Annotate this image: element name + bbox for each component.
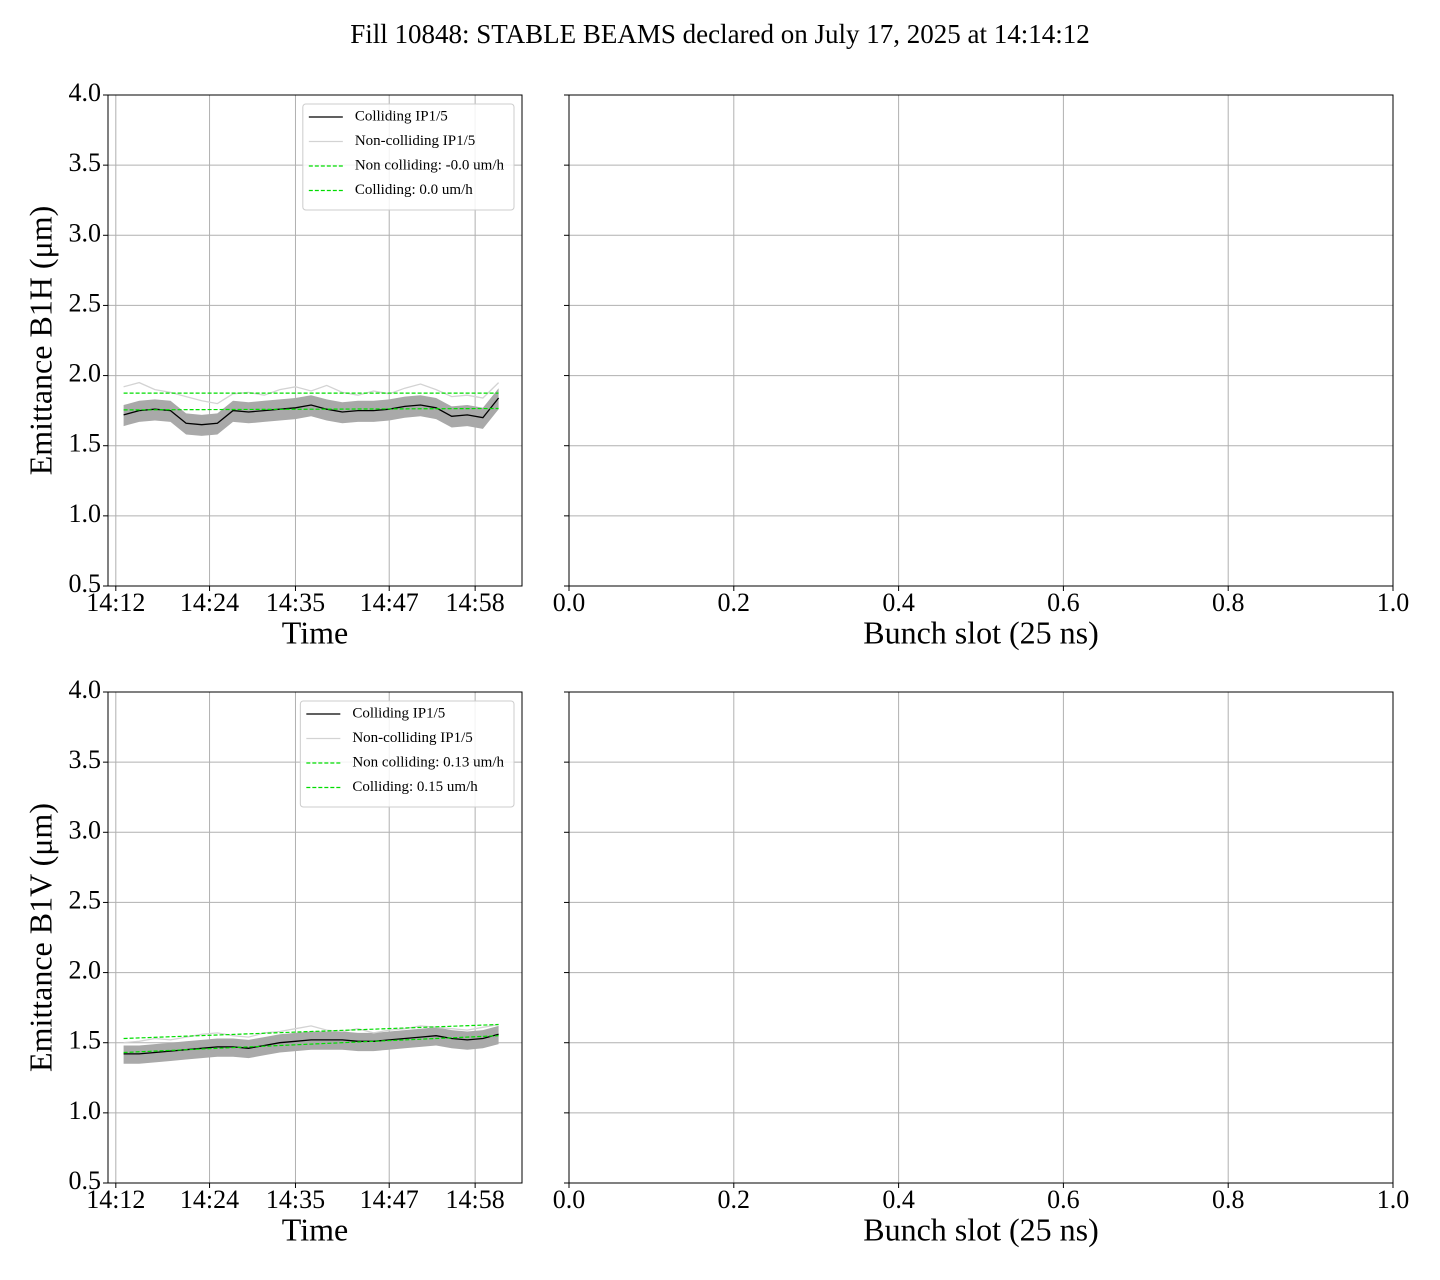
x-tick-label: 0.2 (718, 1185, 751, 1214)
x-tick-label: 0.2 (718, 588, 751, 617)
fit-line (123, 1023, 499, 1040)
x-axis-label: Time (282, 1211, 348, 1247)
legend-label: Non-colliding IP1/5 (355, 133, 475, 149)
x-tick-label: 14:35 (266, 1185, 325, 1214)
y-tick-label: 0.5 (69, 1166, 102, 1195)
y-tick-label: 2.0 (69, 956, 102, 985)
x-tick-label: 14:58 (446, 588, 505, 617)
std-band (123, 388, 499, 436)
legend-label: Non-colliding IP1/5 (352, 730, 472, 746)
x-tick-label: 0.6 (1047, 588, 1080, 617)
subplot: 14:12 14:24 14:35 14:47 14:58 0.5 1.0 1.5 2.0 2.5… (22, 78, 523, 650)
legend: Colliding IP1/5 Non-colliding IP1/5 Non co… (302, 103, 515, 211)
legend: Colliding IP1/5 Non-colliding IP1/5 Non co… (299, 700, 515, 808)
y-tick-label: 3.0 (69, 218, 102, 247)
x-tick-label: 0.8 (1212, 588, 1245, 617)
x-axis-label: Bunch slot (25 ns) (863, 614, 1099, 650)
y-axis-label: Emittance B1H (μm) (22, 206, 58, 476)
series-line (123, 397, 500, 426)
x-tick-label: 14:58 (446, 1185, 505, 1214)
x-tick-label: 0.0 (553, 1185, 586, 1214)
axes-frame (568, 691, 1394, 1184)
x-axis-label: Time (282, 614, 348, 650)
series-line (123, 381, 500, 405)
x-tick-label: 0.0 (553, 588, 586, 617)
y-tick-label: 2.5 (69, 885, 102, 914)
y-tick-label: 3.5 (69, 745, 102, 774)
fit-line (123, 407, 499, 411)
legend-label: Non colliding: 0.13 um/h (352, 754, 504, 770)
legend-label: Colliding IP1/5 (355, 108, 448, 124)
axes-frame (107, 94, 523, 587)
x-tick-label: 14:47 (360, 588, 419, 617)
y-tick-label: 1.0 (69, 499, 102, 528)
x-tick-label: 0.4 (882, 588, 915, 617)
legend-box (299, 700, 515, 808)
y-tick-label: 4.0 (69, 675, 102, 704)
legend-label: Colliding: 0.15 um/h (352, 779, 478, 795)
x-tick-label: 14:47 (360, 1185, 419, 1214)
std-band (123, 1025, 499, 1064)
y-tick-label: 3.5 (69, 148, 102, 177)
x-tick-label: 14:35 (266, 588, 325, 617)
y-axis-label: Emittance B1V (μm) (22, 803, 58, 1072)
x-tick-label: 14:24 (180, 1185, 239, 1214)
x-tick-label: 1.0 (1377, 1185, 1410, 1214)
x-tick-label: 14:12 (86, 1185, 145, 1214)
y-tick-label: 1.5 (69, 429, 102, 458)
y-tick-label: 2.5 (69, 288, 102, 317)
subplot: 14:12 14:24 14:35 14:47 14:58 0.5 1.0 1.5 2.0 2.5… (22, 675, 523, 1247)
subplot: 0.0 0.2 0.4 0.6 0.8 1.0 Bunch slot (25 ns) (553, 691, 1410, 1247)
y-tick-label: 0.5 (69, 569, 102, 598)
subplot: 0.0 0.2 0.4 0.6 0.8 1.0 Bunch slot (25 ns) (553, 94, 1410, 650)
fit-line (123, 1035, 499, 1054)
legend-box (302, 103, 515, 211)
legend-label: Colliding IP1/5 (352, 705, 445, 721)
y-tick-label: 3.0 (69, 815, 102, 844)
x-tick-label: 14:24 (180, 588, 239, 617)
y-tick-label: 1.0 (69, 1096, 102, 1125)
legend-label: Non colliding: -0.0 um/h (355, 157, 505, 173)
x-tick-label: 0.6 (1047, 1185, 1080, 1214)
y-tick-label: 1.5 (69, 1026, 102, 1055)
x-axis-label: Bunch slot (25 ns) (863, 1211, 1099, 1247)
y-tick-label: 2.0 (69, 359, 102, 388)
y-tick-label: 4.0 (69, 78, 102, 107)
legend-label: Colliding: 0.0 um/h (355, 182, 473, 198)
x-tick-label: 1.0 (1377, 588, 1410, 617)
x-tick-label: 0.8 (1212, 1185, 1245, 1214)
x-tick-label: 0.4 (882, 1185, 915, 1214)
axes-frame (568, 94, 1394, 587)
figure-title: Fill 10848: STABLE BEAMS declared on Jul… (350, 19, 1090, 49)
x-tick-label: 14:12 (86, 588, 145, 617)
axes-frame (107, 691, 523, 1184)
